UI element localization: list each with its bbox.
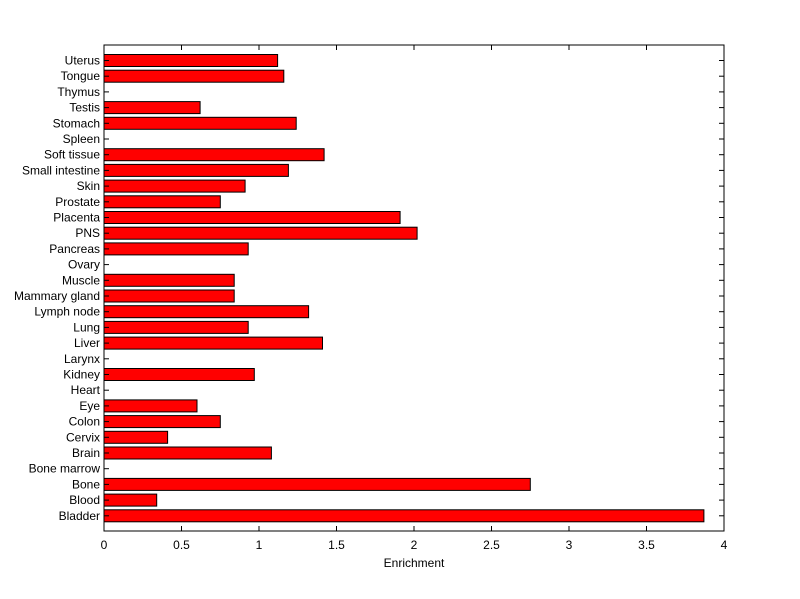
x-tick-label: 3 <box>566 538 573 552</box>
y-tick-label: Eye <box>79 399 100 413</box>
ticks-group <box>103 45 725 531</box>
bar-tongue <box>103 69 285 83</box>
axes-box <box>103 44 725 532</box>
bar-prostate <box>103 195 221 209</box>
y-tick-label: Thymus <box>57 85 100 99</box>
y-tick-label: Blood <box>69 493 100 507</box>
y-tick-label: PNS <box>75 226 100 240</box>
y-tick-label: Tongue <box>61 69 101 83</box>
y-tick-label: Cervix <box>66 430 100 444</box>
bar-kidney <box>103 368 255 381</box>
y-tick-label: Muscle <box>62 273 100 287</box>
bar-stomach <box>103 116 297 130</box>
y-tick-label: Spleen <box>63 132 100 146</box>
y-tick-label: Brain <box>72 446 100 460</box>
bar-liver <box>103 336 323 350</box>
y-tick-label: Larynx <box>64 352 100 366</box>
bar-blood <box>103 493 158 507</box>
y-tick-label: Testis <box>69 101 100 115</box>
bar-testis <box>103 101 201 115</box>
y-tick-label: Pancreas <box>49 242 100 256</box>
x-tick-label: 1 <box>256 538 263 552</box>
x-tick-label: 2 <box>411 538 418 552</box>
bar-pns <box>103 226 418 240</box>
bar-colon <box>103 415 221 429</box>
y-tick-label: Liver <box>74 336 100 350</box>
bar-lung <box>103 320 249 334</box>
x-tick-label: 2.5 <box>483 538 500 552</box>
bar-lymph-node <box>103 305 310 319</box>
bar-mammary-gland <box>103 289 235 303</box>
y-tick-label: Placenta <box>53 211 100 225</box>
y-tick-label: Lymph node <box>34 305 100 319</box>
y-tick-label: Soft tissue <box>44 148 100 162</box>
bar-cervix <box>103 430 169 444</box>
y-tick-label: Bone <box>72 477 100 491</box>
x-tick-label: 4 <box>721 538 728 552</box>
y-tick-label: Uterus <box>65 54 100 68</box>
y-tick-label: Small intestine <box>22 163 100 177</box>
x-tick-label: 0.5 <box>173 538 190 552</box>
bar-brain <box>103 446 272 460</box>
bar-eye <box>103 399 198 413</box>
bar-placenta <box>103 211 401 224</box>
x-tick-label: 3.5 <box>638 538 655 552</box>
y-tick-label: Bladder <box>59 509 100 523</box>
bar-pancreas <box>103 242 249 256</box>
bar-small-intestine <box>103 163 289 177</box>
bar-soft-tissue <box>103 148 325 162</box>
y-tick-label: Colon <box>69 415 100 429</box>
x-tick-label: 1.5 <box>328 538 345 552</box>
bar-bladder <box>103 509 705 523</box>
x-axis-label: Enrichment <box>384 556 445 570</box>
y-tick-label: Kidney <box>63 368 100 382</box>
y-tick-label: Ovary <box>68 258 100 272</box>
y-tick-label: Bone marrow <box>29 462 101 476</box>
y-tick-label: Prostate <box>55 195 100 209</box>
bar-uterus <box>103 54 279 67</box>
x-tick-label: 0 <box>101 538 108 552</box>
y-tick-label: Lung <box>73 320 100 334</box>
y-tick-label: Heart <box>71 383 101 397</box>
bar-muscle <box>103 273 235 287</box>
bar-bone <box>103 477 531 491</box>
y-tick-label: Mammary gland <box>14 289 100 303</box>
y-tick-label: Stomach <box>53 116 100 130</box>
y-tick-label: Skin <box>77 179 100 193</box>
bar-skin <box>103 179 246 193</box>
